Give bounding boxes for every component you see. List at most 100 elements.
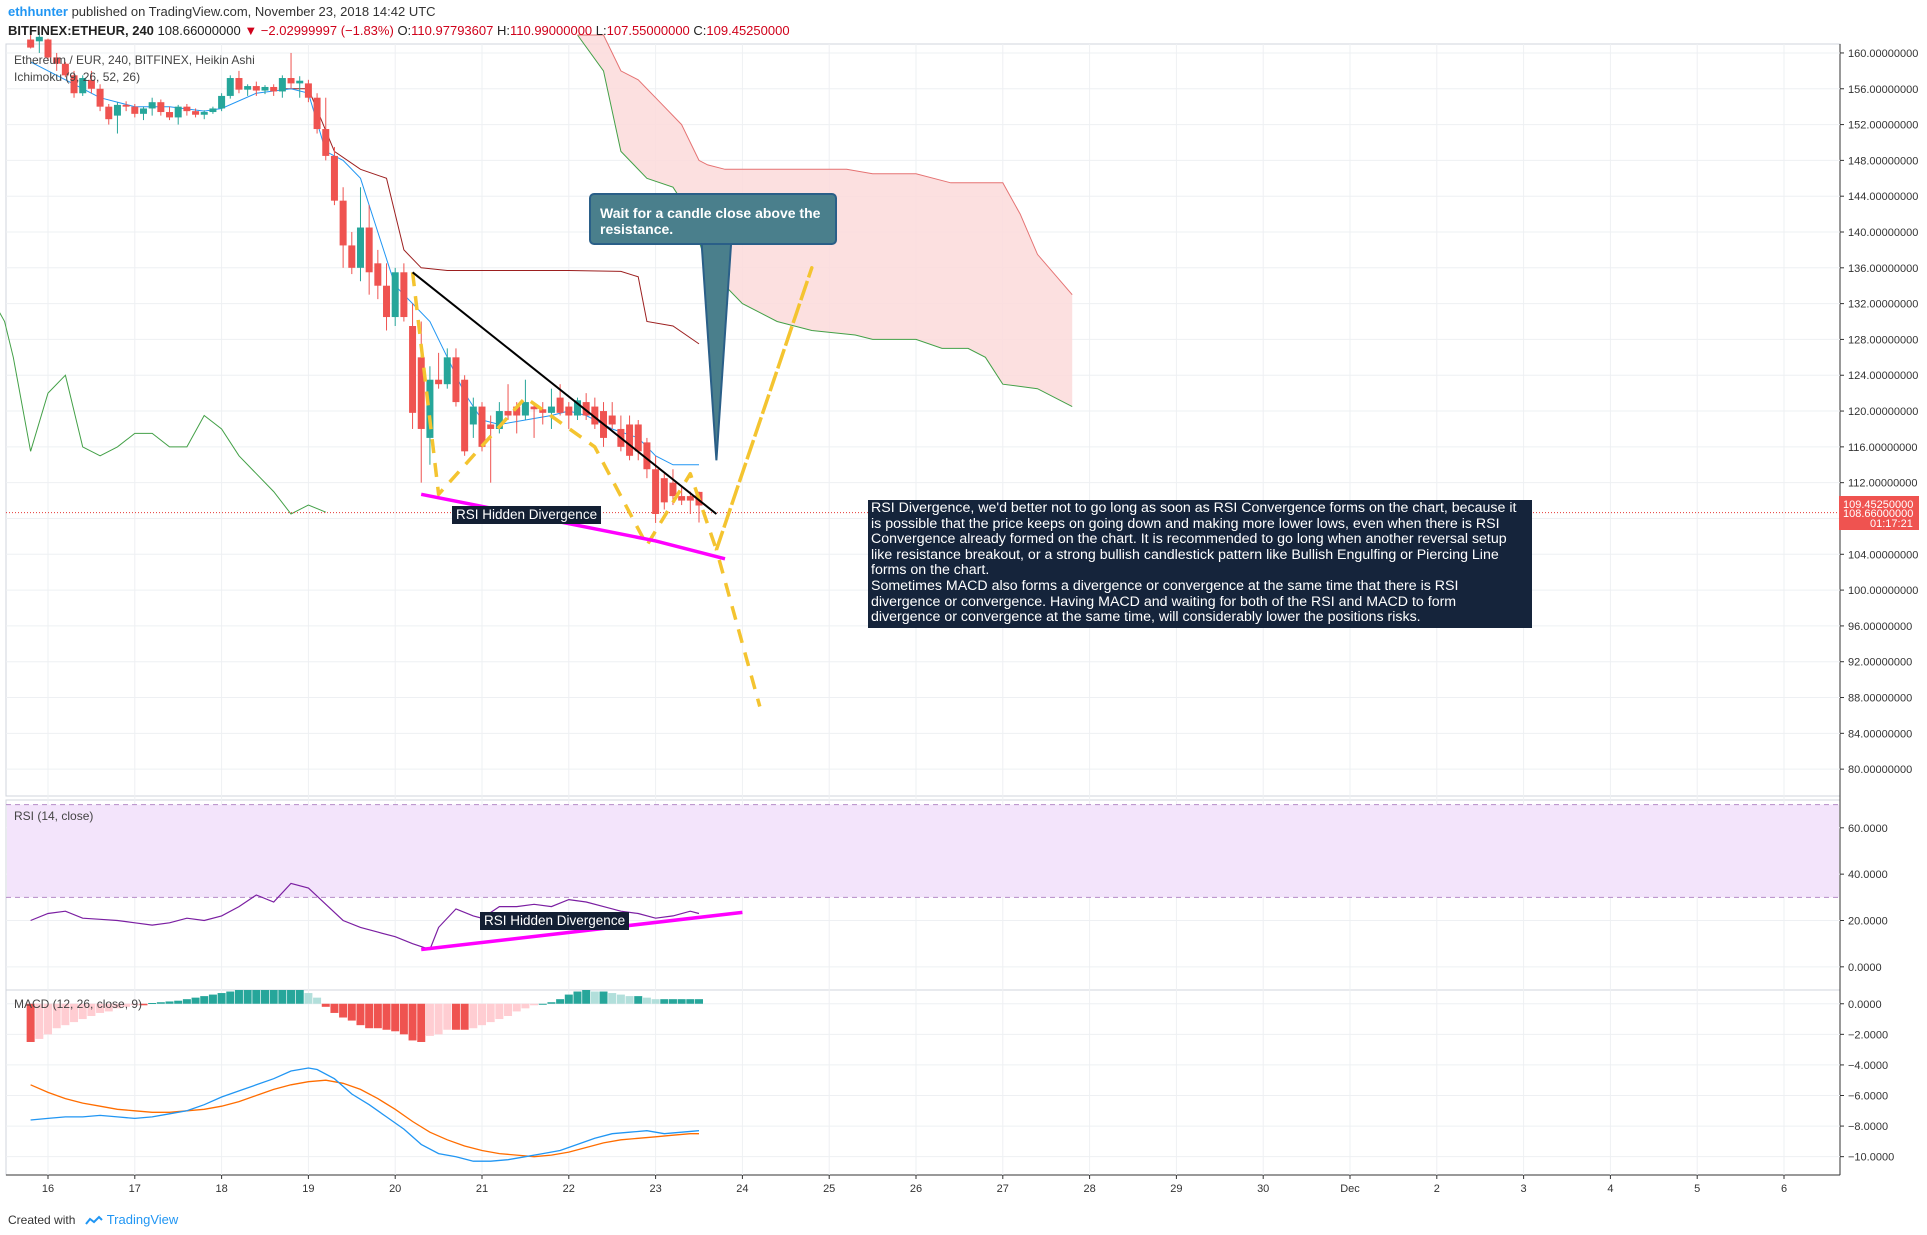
main-pane-title: Ethereum / EUR, 240, BITFINEX, Heikin As…	[14, 53, 255, 67]
macd-signal-line	[30, 1079, 699, 1158]
y-tick-label: 132.00000000	[1848, 299, 1918, 311]
candle-body	[400, 272, 408, 318]
macd-histogram-bar	[625, 996, 634, 1004]
rsi-divergence-tag-rsi[interactable]: RSI Hidden Divergence	[480, 912, 630, 930]
macd-histogram-bar	[486, 1003, 495, 1023]
y-tick-label: 20.0000	[1848, 915, 1888, 927]
candle-body	[209, 108, 217, 113]
x-tick-label: 16	[42, 1183, 54, 1195]
y-tick-label: 100.00000000	[1848, 585, 1918, 597]
low-value: 107.55000000	[606, 23, 690, 38]
candle-body	[296, 80, 304, 84]
candle-body	[70, 75, 78, 94]
footer: Created with TradingView	[8, 1212, 178, 1227]
macd-histogram-bar	[590, 991, 599, 1004]
x-tick-label: 18	[215, 1183, 227, 1195]
candle-body	[356, 227, 364, 268]
candle-body	[626, 424, 634, 456]
y-tick-label: 136.00000000	[1848, 263, 1918, 275]
candle-body	[174, 106, 182, 118]
candle-body	[365, 227, 373, 273]
created-with-text: Created with	[8, 1213, 76, 1227]
macd-histogram-bar	[616, 994, 625, 1004]
macd-histogram-bar	[564, 994, 573, 1004]
candle-body	[339, 200, 347, 246]
macd-histogram-bar	[608, 993, 617, 1004]
candle-body	[461, 379, 469, 452]
macd-histogram-bar	[87, 1003, 96, 1016]
candle-body	[322, 129, 330, 156]
rsi-band	[7, 804, 1839, 898]
macd-histogram-bar	[434, 1003, 443, 1035]
candle-body	[530, 406, 538, 410]
macd-histogram-bar	[321, 1003, 330, 1007]
macd-pane-frame	[5, 989, 1841, 1176]
rsi-divergence-tag-price[interactable]: RSI Hidden Divergence	[452, 506, 602, 524]
y-tick-label: 80.00000000	[1848, 764, 1912, 776]
candle-body	[166, 112, 174, 118]
candle-body	[374, 263, 382, 286]
x-tick-label: 17	[129, 1183, 141, 1195]
y-tick-label: 92.00000000	[1848, 657, 1912, 669]
x-tick-label: 29	[1170, 1183, 1182, 1195]
macd-histogram-bar	[35, 1003, 44, 1039]
macd-histogram-bar	[139, 1003, 148, 1006]
macd-histogram-bar	[96, 1003, 105, 1013]
y-tick-label: 140.00000000	[1848, 227, 1918, 239]
macd-histogram-bar	[417, 1003, 426, 1042]
bar-countdown: 01:17:21	[1870, 518, 1913, 530]
candle-body	[573, 400, 581, 416]
candle-body	[113, 104, 121, 116]
macd-histogram-bar	[365, 1003, 374, 1029]
candle-body	[686, 496, 694, 501]
macd-histogram-bar	[651, 999, 660, 1004]
high-value: 110.99000000	[509, 23, 593, 38]
macd-histogram-bar	[165, 1001, 174, 1004]
y-tick-label: −4.0000	[1848, 1060, 1888, 1072]
y-tick-label: 0.0000	[1848, 999, 1882, 1011]
note-box[interactable]: RSI Divergence, we'd better not to go lo…	[868, 500, 1532, 628]
callout-box[interactable]: Wait for a candle close above the resist…	[589, 193, 837, 245]
macd-histogram-bar	[495, 1003, 504, 1020]
symbol: BITFINEX:ETHEUR, 240	[8, 23, 154, 38]
x-tick-label: 30	[1257, 1183, 1269, 1195]
candle-body	[652, 469, 660, 514]
price-axis[interactable]: 160.00000000 156.00000000 152.00000000 148.…	[1840, 48, 1918, 1164]
candle-body	[261, 86, 269, 91]
note-text: RSI Divergence, we'd better not to go lo…	[871, 500, 1517, 626]
macd-histogram-bar	[295, 990, 304, 1004]
candle-body	[348, 245, 356, 268]
rsi-pane[interactable]	[6, 804, 1840, 952]
chikou-span-line	[0, 312, 326, 515]
macd-histogram-bar	[61, 1003, 70, 1026]
macd-pane[interactable]	[26, 990, 703, 1162]
close-price-tag: 109.45250000	[1843, 499, 1913, 511]
tradingview-brand[interactable]: TradingView	[106, 1212, 179, 1227]
candle-body	[383, 285, 391, 318]
candle-body	[270, 86, 278, 92]
macd-histogram-bar	[695, 999, 703, 1004]
macd-histogram-bar	[122, 1003, 131, 1007]
candle-body	[391, 272, 399, 318]
candle-body	[452, 357, 460, 403]
macd-histogram-bar	[677, 999, 686, 1004]
candle-body	[304, 83, 312, 98]
macd-histogram-bar	[686, 999, 695, 1004]
y-tick-label: 88.00000000	[1848, 693, 1912, 705]
rsi-label: RSI (14, close)	[14, 809, 93, 823]
candle-body	[79, 78, 87, 94]
macd-histogram-bar	[156, 1002, 165, 1004]
resistance-trendline	[411, 271, 718, 515]
time-axis[interactable]: 16 17 18 19 20 21 22 23 24 25 26 27 28 29 30 Dec 2 3 4 5 6	[42, 1175, 1787, 1195]
macd-histogram-bar	[451, 1003, 460, 1030]
macd-histogram-bar	[304, 993, 313, 1004]
candle-body	[426, 379, 434, 438]
macd-histogram-bar	[330, 1003, 339, 1013]
candle-body	[252, 86, 260, 91]
author-name[interactable]: ethhunter	[8, 4, 68, 19]
y-tick-label: 156.00000000	[1848, 84, 1918, 96]
y-tick-label: 60.0000	[1848, 823, 1888, 835]
open-value: 110.97793607	[411, 23, 494, 38]
candle-body	[660, 478, 668, 503]
rsi-line	[30, 882, 700, 951]
